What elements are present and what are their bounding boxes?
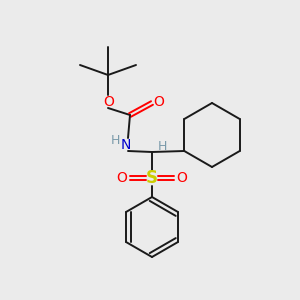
Text: N: N xyxy=(121,138,131,152)
Text: O: O xyxy=(177,171,188,185)
Text: O: O xyxy=(117,171,128,185)
Text: H: H xyxy=(157,140,167,152)
Text: H: H xyxy=(110,134,120,146)
Text: O: O xyxy=(154,95,164,109)
Text: O: O xyxy=(103,95,114,109)
Text: S: S xyxy=(146,169,158,187)
